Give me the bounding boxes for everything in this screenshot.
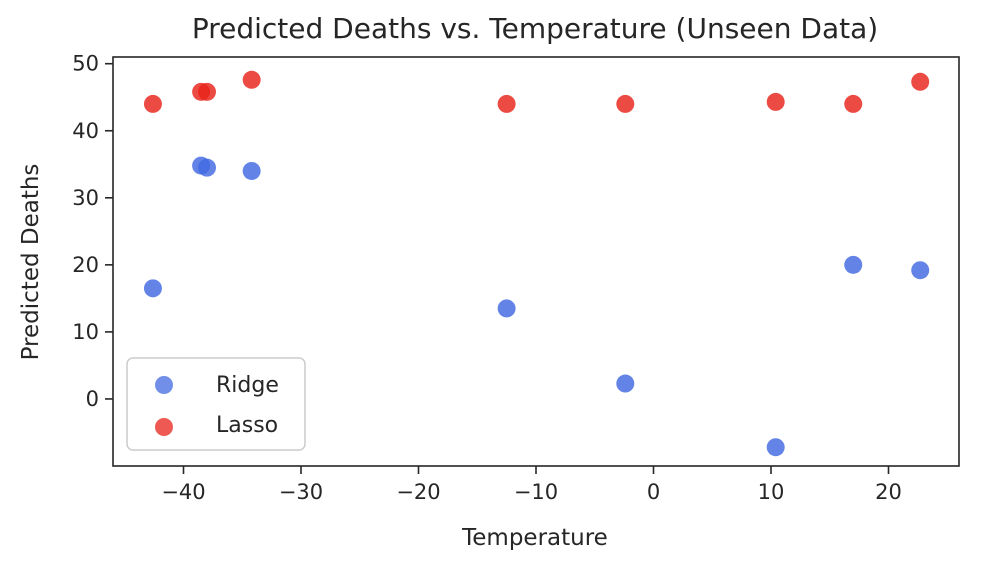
y-tick-label: 20 (72, 253, 99, 277)
point-lasso (143, 94, 162, 113)
legend-label-lasso: Lasso (216, 413, 278, 438)
y-axis-label: Predicted Deaths (18, 164, 44, 361)
chart-title: Predicted Deaths vs. Temperature (Unseen… (192, 12, 878, 45)
y-tick-label: 40 (72, 119, 99, 143)
y-tick-label: 50 (72, 52, 99, 76)
x-axis-label: Temperature (461, 525, 608, 551)
point-ridge (911, 261, 930, 280)
point-lasso (198, 82, 216, 101)
y-axis: 0 10 20 30 40 50 (72, 52, 113, 411)
point-ridge (497, 299, 516, 318)
x-tick-label: −40 (161, 480, 205, 504)
legend-label-ridge: Ridge (216, 373, 279, 398)
data-points (143, 70, 930, 457)
x-tick-label: 0 (647, 480, 660, 504)
point-lasso (242, 70, 261, 89)
y-tick-label: 30 (72, 186, 99, 210)
point-ridge (242, 161, 261, 180)
legend-marker-ridge (155, 376, 173, 394)
x-tick-label: 20 (875, 480, 902, 504)
plot-area: −40 −30 −20 −10 0 10 20 0 10 20 30 40 50 (72, 52, 960, 504)
y-tick-label: 10 (72, 320, 99, 344)
point-ridge (198, 158, 216, 177)
point-lasso (616, 94, 635, 113)
y-tick-label: 0 (86, 387, 99, 411)
x-tick-label: −30 (279, 480, 323, 504)
point-ridge (844, 255, 863, 274)
x-tick-label: −10 (514, 480, 558, 504)
point-lasso (497, 94, 516, 113)
point-lasso (911, 72, 930, 91)
point-ridge (616, 374, 635, 393)
point-ridge (143, 279, 162, 298)
point-lasso (844, 94, 863, 113)
legend: Ridge Lasso (126, 357, 306, 451)
point-ridge (766, 438, 785, 457)
legend-marker-lasso (155, 418, 173, 436)
point-lasso (766, 92, 785, 111)
x-tick-label: 10 (758, 480, 785, 504)
x-tick-label: −20 (396, 480, 440, 504)
x-axis: −40 −30 −20 −10 0 10 20 (161, 466, 902, 504)
